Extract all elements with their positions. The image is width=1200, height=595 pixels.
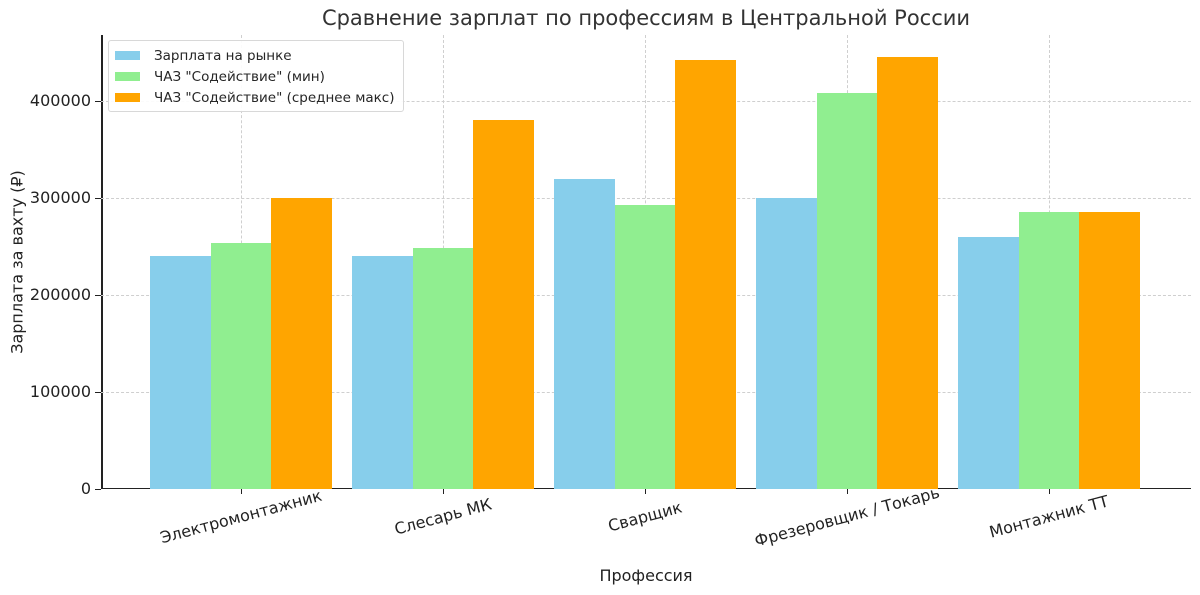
bar-chaz-avg-max xyxy=(1079,211,1140,489)
x-tick-label: Электромонтажник xyxy=(158,485,324,548)
legend-label: ЧАЗ "Содействие" (среднее макс) xyxy=(154,89,395,106)
y-axis-title: Зарплата за вахту (₽) xyxy=(7,170,27,354)
legend-swatch xyxy=(115,93,140,102)
x-tick-label: Монтажник ТТ xyxy=(987,491,1111,542)
y-tick xyxy=(95,391,101,393)
bar-chaz-min xyxy=(816,93,878,489)
bar-market xyxy=(352,256,413,489)
y-tick-label: 300000 xyxy=(29,187,91,207)
x-tick xyxy=(241,489,242,494)
legend-swatch xyxy=(115,51,140,60)
bar-chaz-avg-max xyxy=(473,120,534,489)
y-tick xyxy=(95,100,101,102)
x-tick-label: Сварщик xyxy=(605,497,685,536)
y-tick-label: 100000 xyxy=(29,381,91,401)
y-tick-label: 0 xyxy=(80,479,91,498)
bar-chaz-avg-max xyxy=(675,60,736,489)
y-tick xyxy=(95,294,101,296)
bar-chaz-min xyxy=(412,248,474,489)
bar-chaz-avg-max xyxy=(877,57,938,489)
plot-area: 0 100000 200000 300000 400000 Электромонтажни… xyxy=(30,35,1191,550)
legend-item: ЧАЗ "Содействие" (среднее макс) xyxy=(115,87,395,108)
y-tick xyxy=(95,197,101,199)
bar-chaz-min xyxy=(210,242,272,489)
legend-item: Зарплата на рынке xyxy=(115,45,395,66)
x-tick xyxy=(847,489,848,494)
chart-title: Сравнение зарплат по профессиям в Центра… xyxy=(321,6,971,30)
bar-market xyxy=(150,256,211,489)
legend: Зарплата на рынке ЧАЗ "Содействие" (мин) Ч… xyxy=(108,40,404,112)
bar-chaz-avg-max xyxy=(271,197,332,489)
bar-market xyxy=(958,236,1019,489)
bar-chaz-min xyxy=(1018,211,1080,489)
y-tick xyxy=(95,489,101,490)
y-gridline xyxy=(101,100,1191,102)
legend-item: ЧАЗ "Содействие" (мин) xyxy=(115,66,395,87)
y-tick-label: 400000 xyxy=(29,90,91,110)
x-tick-label: Слесарь МК xyxy=(392,494,494,539)
y-axis-line xyxy=(101,35,103,489)
x-tick xyxy=(1049,489,1050,494)
legend-label: Зарплата на рынке xyxy=(154,47,292,64)
legend-swatch xyxy=(115,72,140,81)
bar-chaz-min xyxy=(614,205,676,489)
y-gridline xyxy=(101,197,1191,199)
legend-label: ЧАЗ "Содействие" (мин) xyxy=(154,68,325,85)
x-axis-title: Профессия xyxy=(599,566,693,585)
x-tick xyxy=(443,489,444,494)
x-tick xyxy=(645,489,646,494)
bar-market xyxy=(756,197,817,489)
y-tick-label: 200000 xyxy=(29,284,91,304)
bar-market xyxy=(554,178,615,489)
